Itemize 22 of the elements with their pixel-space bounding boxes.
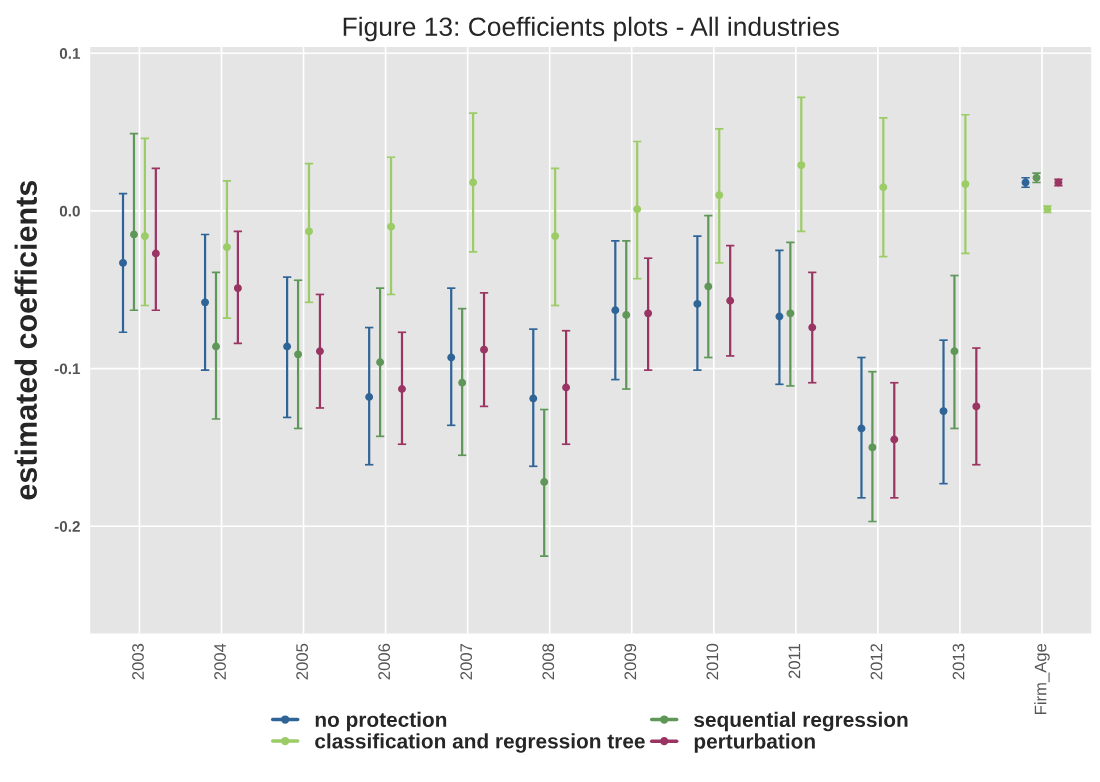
x-tick-label: 2006: [378, 643, 391, 680]
legend-label: classification and regression tree: [315, 733, 645, 753]
x-tick-label: 2004: [214, 643, 226, 680]
chart-title: Figure 13: Coefficients plots - All industries: [343, 16, 839, 42]
y-tick-label: -0.2: [54, 521, 80, 532]
x-tick-label: 2005: [296, 643, 308, 680]
x-tick-label: 2007: [460, 643, 473, 680]
x-tick-label: 2010: [706, 643, 719, 680]
x-tick-label: 2012: [870, 643, 883, 680]
y-tick-label: 0.0: [59, 205, 80, 217]
x-tick-label: 2009: [624, 643, 637, 680]
y-tick-label: -0.1: [54, 363, 81, 375]
x-tick-label: 2013: [952, 643, 965, 680]
legend-label: sequential regression: [694, 711, 908, 732]
x-tick-label: 2008: [542, 643, 555, 680]
y-tick-label: 0.1: [59, 48, 81, 59]
x-tick-label: Firm_Age: [1034, 643, 1050, 715]
legend-label: no protection: [315, 711, 447, 732]
x-tick-label: 2003: [132, 643, 144, 680]
y-axis-title: estimated coefficients: [14, 180, 37, 500]
legend-label: perturbation: [694, 733, 815, 753]
x-tick-label: 2011: [788, 643, 801, 679]
